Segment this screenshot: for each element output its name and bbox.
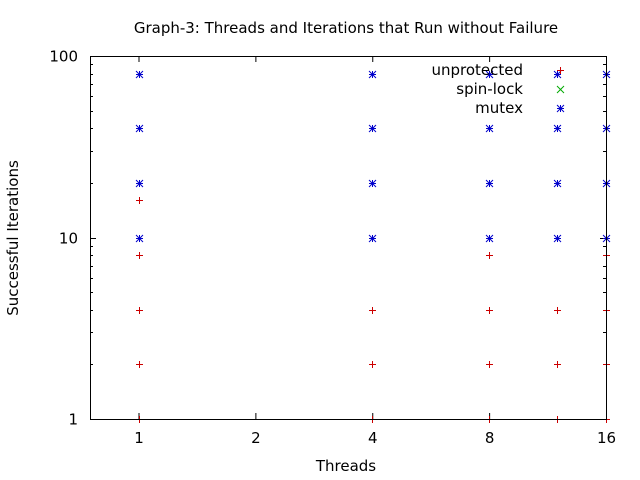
unprotected-point xyxy=(486,252,493,259)
y-tick-label: 10 xyxy=(59,230,78,248)
y-tick-label: 100 xyxy=(49,48,78,66)
legend-label-unprotected: unprotected xyxy=(431,61,523,79)
legend-marker-mutex xyxy=(556,104,565,113)
y-axis-label: Successful Iterations xyxy=(4,160,22,316)
mutex-point xyxy=(485,234,494,243)
mutex-point xyxy=(135,70,144,79)
mutex-point xyxy=(553,70,562,79)
mutex-point xyxy=(135,179,144,188)
legend-label-mutex: mutex xyxy=(475,99,523,117)
unprotected-point xyxy=(486,307,493,314)
mutex-point xyxy=(135,124,144,133)
plot-frame xyxy=(90,56,607,420)
unprotected-point xyxy=(136,361,143,368)
x-tick-label: 2 xyxy=(251,429,261,447)
unprotected-point xyxy=(369,361,376,368)
unprotected-point xyxy=(136,197,143,204)
legend-marker-spin-lock xyxy=(556,85,565,94)
x-tick-label: 8 xyxy=(485,429,495,447)
legend-label-spin-lock: spin-lock xyxy=(456,80,523,98)
mutex-point xyxy=(553,234,562,243)
x-tick-label: 4 xyxy=(368,429,378,447)
mutex-point xyxy=(485,70,494,79)
x-tick-label: 16 xyxy=(597,429,616,447)
legend-marker-unprotected xyxy=(557,67,564,74)
unprotected-point xyxy=(554,307,561,314)
unprotected-point xyxy=(554,361,561,368)
unprotected-point xyxy=(136,252,143,259)
mutex-point xyxy=(553,179,562,188)
mutex-point xyxy=(553,124,562,133)
unprotected-point xyxy=(369,307,376,314)
mutex-point xyxy=(485,124,494,133)
unprotected-point xyxy=(486,361,493,368)
mutex-point xyxy=(485,179,494,188)
mutex-point xyxy=(368,70,377,79)
x-tick-label: 1 xyxy=(134,429,144,447)
mutex-point xyxy=(368,179,377,188)
y-tick-label: 1 xyxy=(68,411,78,429)
mutex-point xyxy=(135,234,144,243)
chart-title: Graph-3: Threads and Iterations that Run… xyxy=(134,19,558,37)
mutex-point xyxy=(368,234,377,243)
x-axis-label: Threads xyxy=(315,457,376,475)
unprotected-point xyxy=(136,307,143,314)
mutex-point xyxy=(368,124,377,133)
